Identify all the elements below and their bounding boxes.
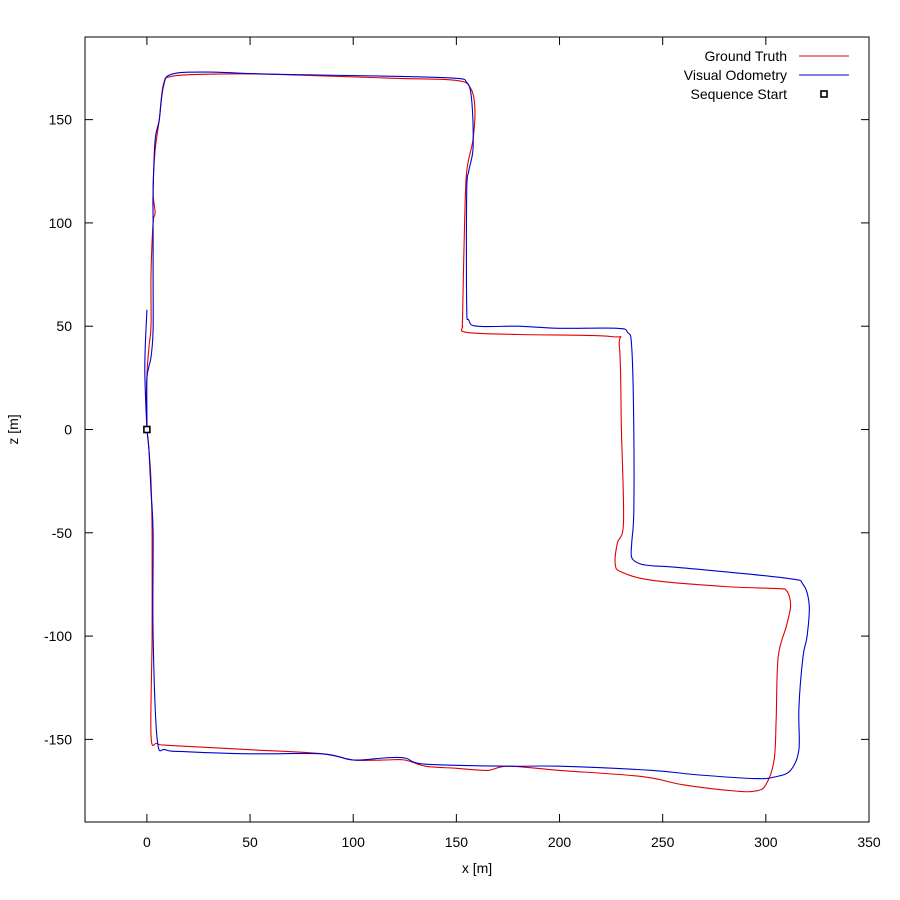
x-tick-label: 250	[651, 834, 675, 850]
x-tick-label: 300	[754, 834, 778, 850]
series-line-visual-odometry	[144, 71, 810, 780]
y-tick-label: -100	[44, 628, 72, 644]
series-traces	[144, 71, 810, 793]
legend-label-sequence-start: Sequence Start	[690, 86, 787, 102]
y-tick-label: -50	[52, 525, 72, 541]
x-tick-label: 100	[342, 834, 366, 850]
plot-frame	[84, 36, 870, 823]
sequence-start-marker	[143, 425, 151, 434]
x-tick-label: 350	[857, 834, 881, 850]
legend-label-ground-truth: Ground Truth	[705, 48, 788, 64]
x-axis-title: x [m]	[462, 860, 492, 876]
legend-label-visual-odometry: Visual Odometry	[684, 67, 787, 83]
plot-area	[84, 36, 870, 823]
y-tick-label: 100	[49, 215, 73, 231]
y-axis-title: z [m]	[5, 414, 21, 444]
legend-swatch-sequence-start	[820, 90, 828, 98]
start-marker-layer	[143, 425, 151, 434]
x-tick-label: 150	[445, 834, 469, 850]
x-tick-label: 50	[242, 834, 258, 850]
x-tick-label: 0	[143, 834, 151, 850]
legend: Ground Truth Visual Odometry Sequence Star…	[684, 48, 849, 102]
y-tick-label: 50	[56, 318, 72, 334]
x-tick-label: 200	[548, 834, 572, 850]
y-tick-label: 150	[49, 112, 73, 128]
y-tick-label: -150	[44, 731, 72, 747]
y-tick-label: 0	[64, 422, 72, 438]
axis-ticks: 0 50 100 150 200 250 300 350 -150 -100 -50 0 50 100 15…	[44, 37, 881, 850]
series-line-ground-truth	[146, 73, 792, 793]
